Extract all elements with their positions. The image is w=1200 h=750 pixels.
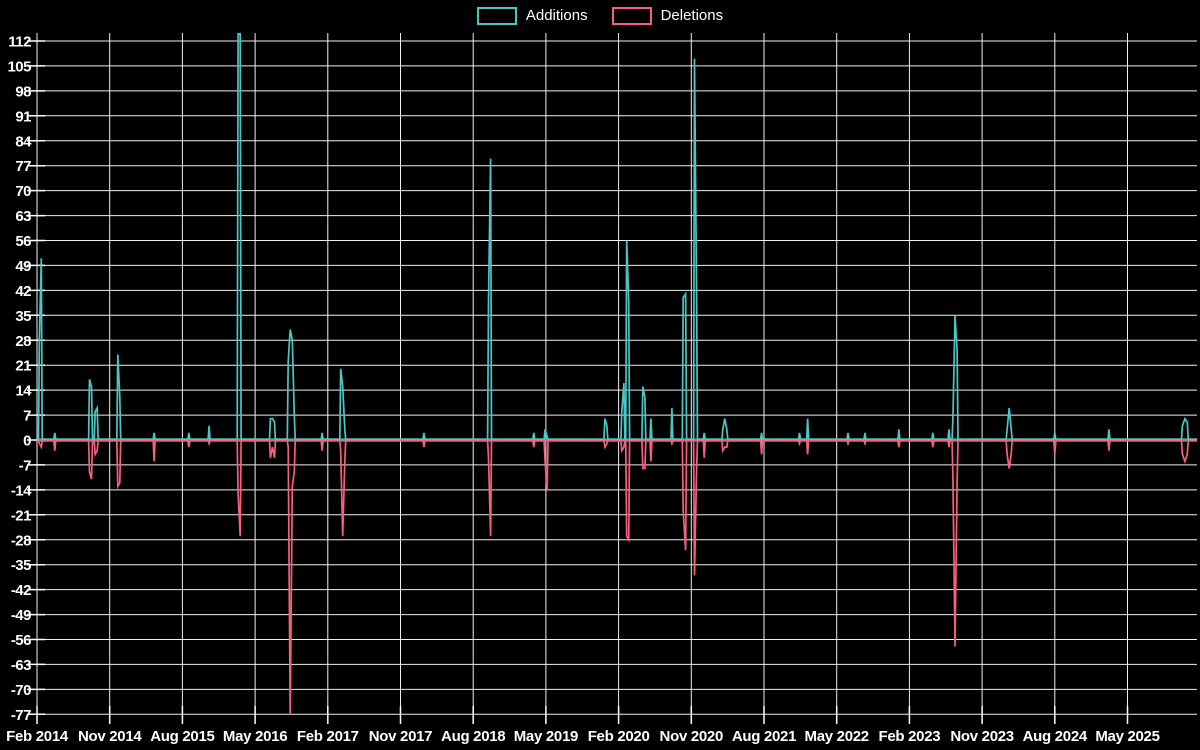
y-axis-label: 105 <box>7 58 31 75</box>
y-axis-label: -14 <box>11 482 32 499</box>
y-axis-label: 112 <box>8 34 31 51</box>
x-axis-label: May 2016 <box>223 728 287 745</box>
x-axis-label: Nov 2014 <box>78 728 142 745</box>
y-axis-label: -21 <box>11 507 31 524</box>
grid <box>36 33 1197 715</box>
y-axis-label: 77 <box>15 158 31 175</box>
deletions-line <box>37 439 1197 715</box>
y-axis-label: -77 <box>11 707 31 724</box>
x-axis-labels: Feb 2014 Nov 2014 Aug 2015 May 2016 Feb 2017… <box>6 728 1160 745</box>
y-axis-label: 7 <box>23 408 31 425</box>
y-axis-label: -42 <box>11 582 31 599</box>
chart-legend: Additions Deletions <box>0 7 1200 25</box>
x-axis-label: Feb 2023 <box>878 728 940 745</box>
additions-color-swatch <box>476 7 517 25</box>
x-axis-label: Feb 2017 <box>297 728 359 745</box>
x-axis-label: Feb 2014 <box>6 728 69 745</box>
legend-deletions-label: Deletions <box>660 7 724 24</box>
y-axis-label: 0 <box>23 433 31 450</box>
y-axis-label: 91 <box>15 108 31 125</box>
y-axis-label: 63 <box>15 208 31 225</box>
y-axis-label: 21 <box>15 358 31 375</box>
x-axis-label: May 2019 <box>514 728 578 745</box>
y-axis-label: -56 <box>11 632 31 649</box>
y-axis-label: 42 <box>15 283 31 300</box>
legend-additions-label: Additions <box>525 7 588 24</box>
x-axis-label: Nov 2023 <box>950 728 1013 745</box>
x-axis-label: Nov 2017 <box>369 728 432 745</box>
x-axis-label: Nov 2020 <box>660 728 723 745</box>
y-axis-label: 28 <box>15 333 31 350</box>
y-axis-label: -63 <box>11 657 31 674</box>
x-axis-label: Aug 2024 <box>1023 728 1088 745</box>
y-axis-label: -49 <box>11 607 31 624</box>
legend-item-deletions[interactable]: Deletions <box>611 7 724 25</box>
x-axis-label: Aug 2021 <box>732 728 796 745</box>
y-axis-label: 14 <box>15 383 32 400</box>
additions-line <box>37 33 1197 441</box>
y-axis-label: 84 <box>15 133 32 150</box>
y-axis-label: -7 <box>19 457 31 474</box>
y-axis-label: 98 <box>15 83 31 100</box>
y-axis-label: -28 <box>11 532 31 549</box>
x-axis-label: Aug 2015 <box>150 728 214 745</box>
deletions-color-swatch <box>611 7 652 25</box>
y-axis-label: 49 <box>15 258 31 275</box>
legend-item-additions[interactable]: Additions <box>476 7 588 25</box>
y-axis-label: -70 <box>11 682 31 699</box>
x-axis-label: May 2022 <box>805 728 869 745</box>
y-axis-label: -35 <box>11 557 31 574</box>
x-axis-label: Feb 2020 <box>588 728 650 745</box>
x-axis-label: Aug 2018 <box>441 728 505 745</box>
x-axis-label: May 2025 <box>1095 728 1159 745</box>
y-axis-label: 35 <box>15 308 31 325</box>
y-axis-label: 56 <box>15 233 31 250</box>
y-axis-label: 70 <box>15 183 31 200</box>
axis-ticks <box>27 40 1129 724</box>
y-axis-labels: 1121059891847770635649423528211470-7-14-… <box>7 34 32 724</box>
